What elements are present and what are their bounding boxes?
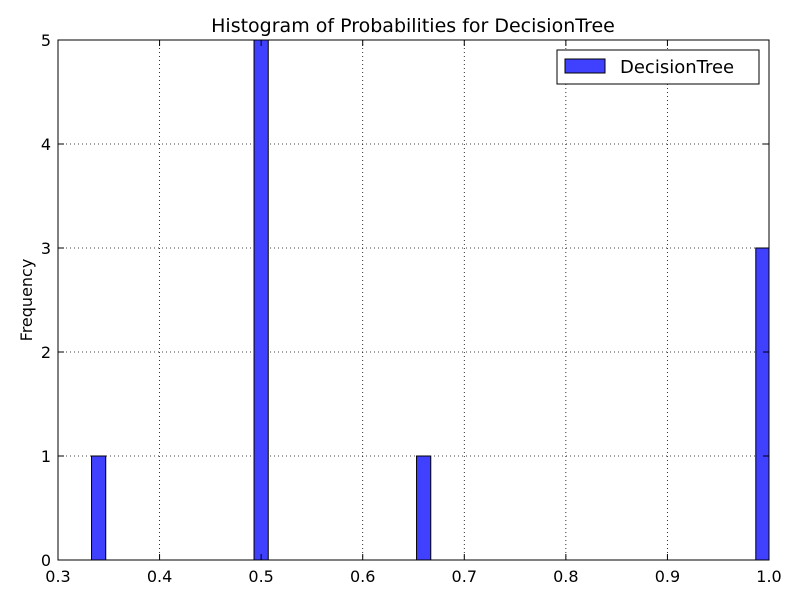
axes-frame [57, 39, 770, 561]
x-tick-label: 0.7 [452, 567, 477, 586]
y-tick-label: 5 [41, 31, 51, 50]
x-tick-label: 0.6 [350, 567, 375, 586]
y-tick-label: 2 [41, 343, 51, 362]
legend-label: DecisionTree [620, 57, 734, 78]
histogram-bar [91, 455, 107, 561]
x-tick-label: 0.3 [45, 567, 70, 586]
y-tick-label: 0 [41, 551, 51, 570]
x-tick-label: 0.9 [655, 567, 680, 586]
y-axis-label: Frequency [17, 259, 36, 342]
histogram-bar [755, 247, 770, 561]
y-tick-label: 4 [41, 135, 51, 154]
plot-area: 0.3 0.4 0.5 0.6 0.7 0.8 0.9 1.0 0 1 2 3 4 5 DecisionTr… [41, 31, 782, 586]
legend-swatch [564, 58, 606, 74]
histogram-bar [416, 455, 432, 561]
x-tick-label: 0.8 [553, 567, 578, 586]
x-tick-label: 0.4 [147, 567, 172, 586]
y-tick-label: 1 [41, 447, 51, 466]
chart-title: Histogram of Probabilities for DecisionT… [211, 15, 615, 37]
y-tick-label: 3 [41, 239, 51, 258]
histogram-bar [253, 39, 269, 561]
x-tick-label: 0.5 [248, 567, 273, 586]
x-tick-label: 1.0 [756, 567, 781, 586]
